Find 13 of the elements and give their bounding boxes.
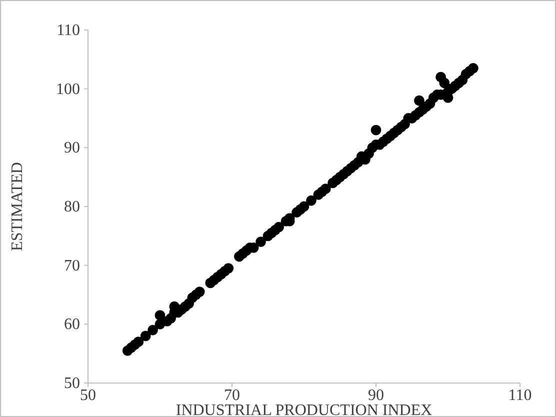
- y-tick-label: 100: [56, 80, 80, 98]
- y-axis-title: ESTIMATED: [9, 162, 26, 251]
- y-tick-label: 110: [56, 22, 80, 39]
- x-tick-label: 110: [508, 387, 532, 404]
- x-axis-title: INDUSTRIAL PRODUCTION INDEX: [176, 402, 433, 417]
- y-tick-label: 80: [64, 198, 80, 216]
- x-tick-label: 50: [80, 387, 96, 404]
- y-tick-label: 90: [64, 140, 80, 157]
- y-tick-label: 50: [64, 375, 80, 392]
- y-tick-label: 70: [64, 257, 80, 274]
- x-tick-label: 70: [224, 387, 240, 404]
- x-tick-label: 90: [368, 387, 384, 404]
- y-tick-label: 60: [64, 316, 80, 334]
